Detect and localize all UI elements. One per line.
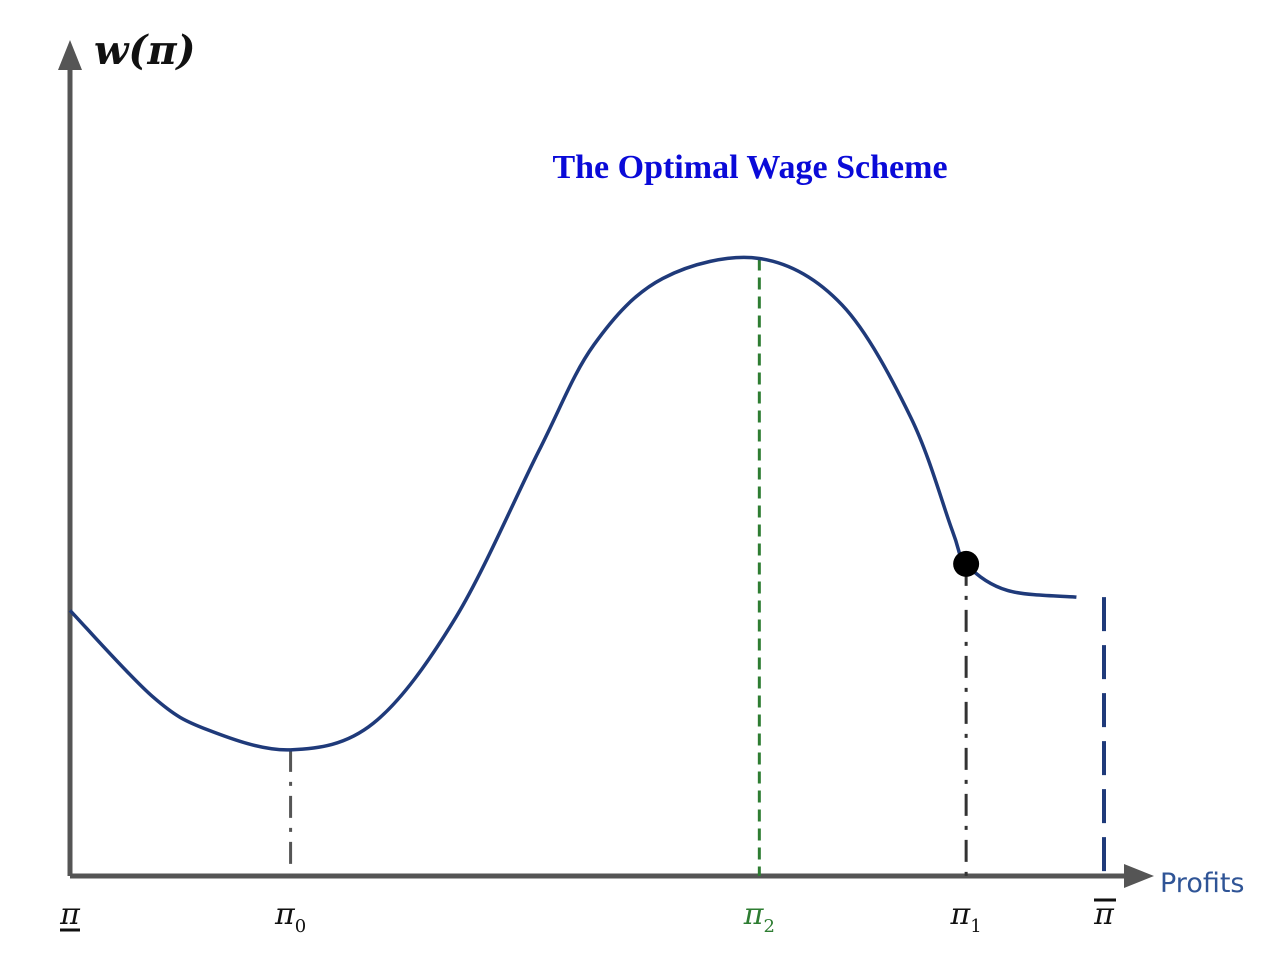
x-tick-label-2: π2 (743, 897, 775, 937)
chart-title: The Optimal Wage Scheme (552, 149, 947, 186)
y-axis-arrow (58, 40, 82, 70)
x-axis-arrow (1124, 864, 1154, 888)
series-line-0 (68, 255, 1077, 752)
x-tick-label-3: π1 (950, 897, 982, 937)
marked-point (953, 550, 980, 577)
axes (58, 40, 1154, 888)
x-tick-label-0: π (59, 897, 81, 932)
x-tick-labels: π π0 π2 π1 π (59, 897, 1116, 937)
drop-lines (289, 258, 1106, 876)
point-marks (953, 550, 980, 577)
x-tick-label-4: π (1093, 897, 1115, 932)
x-axis-label: Profits (1160, 868, 1245, 899)
y-axis-label: w(π) (94, 27, 196, 74)
series (68, 255, 1077, 752)
x-tick-label-1: π0 (274, 897, 306, 937)
